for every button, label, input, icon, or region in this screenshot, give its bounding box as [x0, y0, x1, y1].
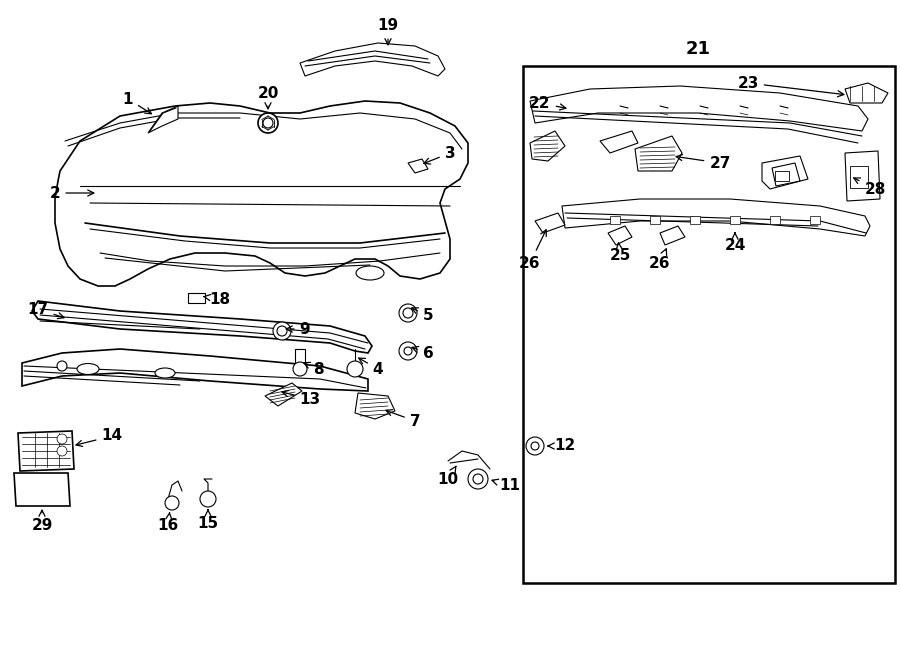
Polygon shape [562, 199, 870, 236]
Circle shape [263, 118, 273, 128]
Ellipse shape [155, 368, 175, 378]
Circle shape [399, 304, 417, 322]
Text: 24: 24 [724, 233, 746, 254]
Bar [770, 216, 780, 224]
Polygon shape [845, 151, 880, 201]
Polygon shape [660, 226, 685, 245]
Polygon shape [22, 349, 368, 391]
Bar [650, 216, 660, 224]
Text: 19: 19 [377, 19, 399, 45]
Text: 12: 12 [548, 438, 576, 453]
Text: 2: 2 [50, 186, 94, 200]
Bar [775, 171, 789, 181]
Circle shape [277, 326, 287, 336]
Bar [730, 216, 740, 224]
Circle shape [200, 491, 216, 507]
Polygon shape [635, 136, 682, 171]
Polygon shape [600, 131, 638, 153]
Bar [690, 216, 700, 224]
Circle shape [57, 434, 67, 444]
Text: 14: 14 [76, 428, 122, 446]
Polygon shape [530, 86, 868, 131]
Polygon shape [18, 431, 74, 471]
Polygon shape [188, 293, 205, 303]
Text: 9: 9 [286, 321, 310, 336]
Text: 13: 13 [282, 391, 320, 407]
Text: 3: 3 [424, 145, 455, 164]
Text: 11: 11 [492, 479, 520, 494]
Text: 1: 1 [122, 91, 151, 114]
Circle shape [403, 308, 413, 318]
Text: 21: 21 [686, 40, 710, 58]
Polygon shape [845, 83, 888, 103]
Text: 20: 20 [257, 85, 279, 109]
Text: 28: 28 [854, 178, 886, 196]
Circle shape [473, 474, 483, 484]
Circle shape [273, 322, 291, 340]
Circle shape [468, 469, 488, 489]
Polygon shape [14, 473, 70, 506]
Text: 22: 22 [529, 95, 566, 110]
Polygon shape [265, 383, 302, 406]
Bar [610, 216, 620, 224]
Ellipse shape [77, 364, 99, 375]
Polygon shape [148, 106, 178, 133]
Circle shape [347, 361, 363, 377]
Circle shape [404, 347, 412, 355]
Text: 26: 26 [519, 230, 546, 270]
Polygon shape [355, 393, 395, 419]
Text: 10: 10 [437, 466, 459, 486]
Polygon shape [530, 131, 565, 161]
Text: 23: 23 [737, 75, 844, 97]
Polygon shape [32, 301, 372, 353]
Ellipse shape [356, 266, 384, 280]
Text: 25: 25 [609, 243, 631, 264]
Polygon shape [300, 43, 445, 76]
Circle shape [57, 446, 67, 456]
Text: 26: 26 [649, 249, 670, 270]
Polygon shape [55, 101, 468, 286]
Text: 6: 6 [412, 346, 434, 360]
Polygon shape [608, 226, 632, 245]
Circle shape [165, 496, 179, 510]
Polygon shape [408, 159, 428, 173]
Circle shape [526, 437, 544, 455]
Circle shape [531, 442, 539, 450]
Text: 8: 8 [304, 362, 323, 377]
Bar [523, 66, 895, 583]
Polygon shape [772, 163, 800, 186]
Circle shape [57, 361, 67, 371]
Text: 4: 4 [358, 358, 383, 377]
Polygon shape [295, 349, 305, 363]
Text: 15: 15 [197, 510, 219, 531]
Text: 16: 16 [158, 513, 178, 533]
Text: 18: 18 [203, 292, 230, 307]
Polygon shape [762, 156, 808, 189]
Bar [850, 166, 868, 188]
Circle shape [399, 342, 417, 360]
Text: 7: 7 [386, 410, 420, 428]
Text: 17: 17 [27, 301, 64, 319]
Circle shape [293, 362, 307, 376]
Text: 5: 5 [411, 308, 433, 323]
Text: 27: 27 [676, 155, 731, 171]
Polygon shape [535, 213, 565, 233]
Bar [810, 216, 820, 224]
Circle shape [258, 113, 278, 133]
Text: 29: 29 [32, 510, 53, 533]
